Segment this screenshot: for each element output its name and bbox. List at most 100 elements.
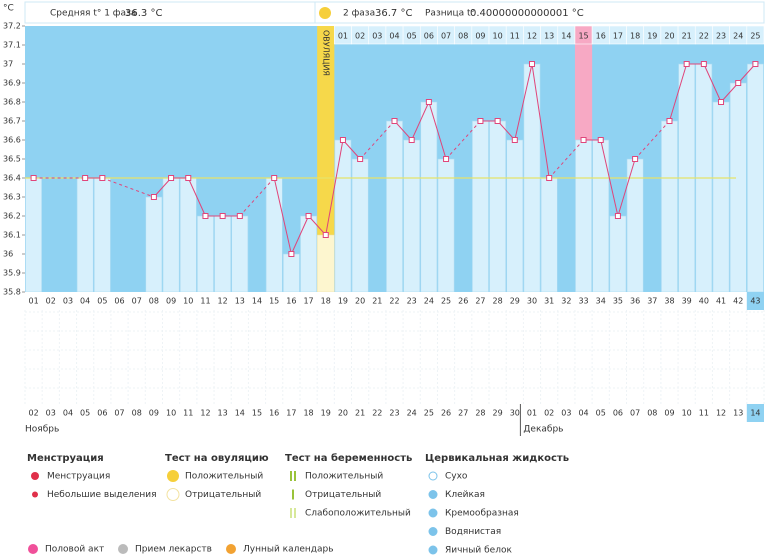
line-segment (617, 158, 636, 217)
legend-item: Положительный (185, 472, 263, 482)
point (580, 137, 587, 143)
point (494, 118, 501, 124)
date-label: 19 (321, 409, 331, 418)
diff-label: Разница t° (425, 9, 475, 19)
x-tick-label: 17 (303, 297, 313, 306)
line-segment (342, 139, 361, 160)
icon-test (166, 488, 180, 501)
date-label: 12 (200, 409, 210, 418)
icon-test (290, 508, 296, 518)
bar (93, 177, 111, 293)
point (185, 175, 192, 181)
point (391, 118, 398, 124)
x-tick-label: 10 (183, 297, 193, 306)
legend-item: Водянистая (445, 527, 501, 537)
phase2-day: 07 (441, 32, 451, 41)
date-label: 09 (664, 409, 674, 418)
bar (609, 215, 627, 293)
date-label: 08 (132, 409, 142, 418)
point (288, 251, 295, 257)
x-tick-label: 09 (166, 297, 176, 306)
date-label: 14 (750, 409, 760, 418)
y-tick-label: 37 (3, 60, 13, 69)
legend-icon (28, 544, 38, 554)
point (443, 156, 450, 162)
bar (472, 120, 489, 293)
y-tick-label: 36.9 (3, 79, 21, 88)
bar (661, 120, 678, 293)
legend-title: Менструация (27, 453, 104, 464)
x-tick-label: 07 (132, 297, 142, 306)
x-tick-label: 31 (544, 297, 554, 306)
date-label: 01 (527, 409, 537, 418)
point (168, 175, 175, 181)
date-label: 24 (407, 409, 417, 418)
point (82, 175, 89, 181)
icon-fluid (428, 527, 438, 536)
point (305, 213, 312, 219)
icon-fluid (428, 471, 438, 481)
y-tick-label: 36.3 (3, 193, 21, 202)
phase2-day: 01 (338, 32, 348, 41)
x-tick-label: 04 (80, 297, 90, 306)
date-label: 13 (733, 409, 743, 418)
point (30, 175, 37, 181)
phase2-day: 08 (458, 32, 468, 41)
phase2-day: 16 (596, 32, 606, 41)
legend-item: Небольшие выделения (47, 490, 157, 500)
y-tick-label: 36.8 (3, 98, 21, 107)
legend-item: Менструация (47, 472, 110, 482)
bar (403, 139, 421, 293)
current-day (746, 292, 764, 310)
diff-value: 0.40000000000001 °C (470, 8, 584, 19)
point (408, 137, 415, 143)
x-tick-label: 43 (750, 297, 760, 306)
bar (575, 139, 592, 293)
bar (197, 215, 214, 293)
point (150, 194, 157, 200)
gap-connector (359, 120, 395, 160)
phase2-day: 25 (750, 32, 760, 41)
date-label: 27 (458, 409, 468, 418)
month-label: Декабрь (523, 425, 563, 435)
icon-test (290, 471, 296, 481)
point (614, 213, 621, 219)
gap-connector (445, 120, 481, 160)
phase2-day: 24 (733, 32, 743, 41)
bar (747, 63, 764, 293)
x-tick-label: 38 (664, 297, 674, 306)
phase2-day: 13 (544, 32, 554, 41)
phase2-day: 22 (699, 32, 709, 41)
bar (265, 177, 283, 293)
month-label: Ноябрь (25, 425, 59, 435)
date-label: 13 (218, 409, 228, 418)
phase2-day: 05 (407, 32, 417, 41)
date-label: 11 (183, 409, 193, 418)
date-label: 02 (544, 409, 554, 418)
ovulation-icon (319, 7, 331, 19)
date-label: 04 (63, 409, 73, 418)
x-tick-label: 20 (355, 297, 365, 306)
y-tick-label: 35.8 (3, 288, 21, 297)
phase2-day: 06 (424, 32, 434, 41)
bar (489, 120, 507, 293)
bar (231, 215, 249, 293)
y-tick-label: 36.4 (3, 174, 21, 183)
phase2-cell (746, 25, 765, 45)
phase2-day: 12 (527, 32, 537, 41)
y-tick-label: 36 (3, 250, 13, 259)
gap-connector (634, 120, 670, 160)
current-date (746, 404, 764, 422)
x-tick-label: 13 (235, 297, 245, 306)
legend-item: Сухо (445, 472, 468, 482)
point (511, 137, 518, 143)
bar (437, 158, 455, 293)
y-tick-label: 35.9 (3, 269, 21, 278)
icon-fluid (428, 545, 438, 555)
legend-title: Тест на беременность (285, 452, 412, 464)
ovulation-label: ОВУЛЯЦИЯ (321, 30, 330, 76)
bar (25, 177, 42, 293)
date-label: 07 (114, 409, 124, 418)
icon-drop (31, 472, 39, 480)
date-label: 23 (389, 409, 399, 418)
